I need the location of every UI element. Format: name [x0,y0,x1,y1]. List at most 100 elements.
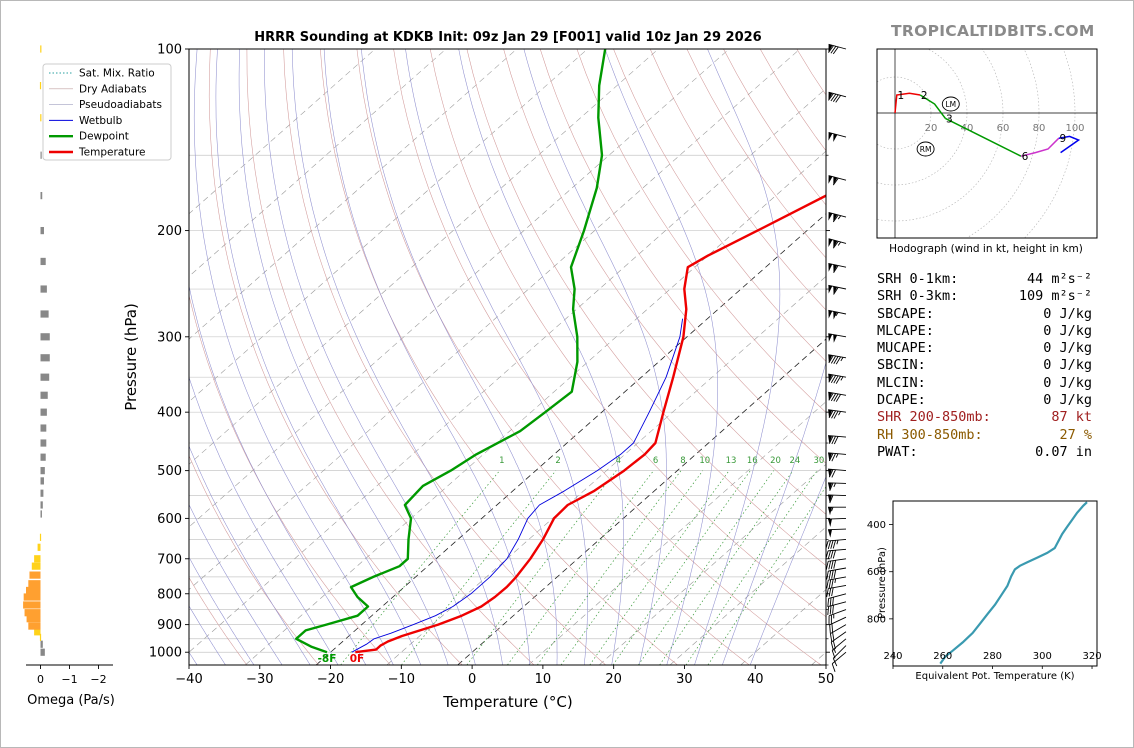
stat-row: SBCIN: 0 J/kg [877,357,1092,374]
mixing-ratio-label: 6 [653,456,658,466]
omega-bar [39,633,42,641]
moist-adiabat [458,49,624,665]
wind-barb [832,645,847,667]
mixing-ratio-label: 20 [770,456,781,466]
y-tick-label: 600 [157,512,182,527]
moist-adiabat [189,376,339,665]
dry-adiabat [356,49,750,665]
omega-bar [40,257,46,266]
x-tick-label: 50 [818,672,835,687]
y-tick-label: 200 [157,224,182,239]
dry-adiabat [429,49,826,618]
y-tick-label: 500 [157,464,182,479]
wind-barb [829,616,847,634]
omega-bar [34,555,41,563]
mixing-ratio-label: 4 [616,456,621,466]
y-tick-label: 100 [157,43,182,58]
stats-panel: SRH 0-1km: 44 m²s⁻² SRH 0-3km: 109 m²s⁻² SBC… [877,271,1092,461]
wind-barb [827,593,847,608]
legend-label: Sat. Mix. Ratio [79,68,155,80]
wind-barb [827,601,847,616]
wind-barb [828,373,847,384]
mixing-ratio-line [589,470,730,665]
wind-barb [826,567,847,580]
stat-value: 0 J/kg [1043,305,1092,322]
x-tick-label: −40 [175,672,202,687]
wind-barb [827,528,847,538]
hodograph-ring-label: 80 [1033,123,1046,134]
mixing-ratio-label: 10 [699,456,710,466]
omega-bar [40,648,45,656]
theta-e-y-tick-label: 800 [867,614,886,625]
moist-adiabat [694,49,781,665]
omega-bar [40,226,44,235]
hodograph-trace [894,92,921,114]
omega-bar [40,391,48,399]
dry-adiabat [393,49,822,665]
stat-label: SHR 200-850mb: [877,409,991,426]
omega-tick-label: −1 [61,673,77,686]
wind-barb [827,494,847,504]
omega-bar [40,285,47,293]
y-axis-label: Pressure (hPa) [122,303,140,411]
wind-barb [828,132,847,142]
moist-adiabat [189,284,367,665]
isotherm [528,401,826,665]
legend-label: Dewpoint [79,131,129,143]
omega-bar [40,510,42,518]
wetbulb-line [351,318,684,653]
stat-value: 44 m²s⁻² [1026,271,1092,287]
legend: Sat. Mix. Ratio Dry Adiabats Pseudoadiabat… [42,63,172,161]
moist-adiabat [604,49,718,665]
omega-bar [40,373,50,381]
moist-adiabat [405,49,588,665]
stat-value: 109 m²s⁻² [1018,288,1092,305]
wind-barb [828,91,847,103]
omega-bar [40,310,49,318]
stat-label: SRH 0-1km: [877,271,959,287]
wind-barb [828,284,847,295]
omega-bar [24,609,41,617]
omega-bar [26,586,41,595]
isotherm [189,49,659,465]
isotherm [386,276,826,665]
mixing-ratio-label: 36 [833,456,844,466]
hodograph-ring-label: 20 [925,123,938,134]
omega-bar [40,333,50,341]
mixing-ratio-label: 8 [680,456,685,466]
isotherm [189,49,588,403]
wind-barb [828,309,847,320]
wind-barb [831,651,847,672]
omega-bar [39,82,42,90]
isotherm [189,49,517,340]
mixing-ratio-label: 1 [499,456,504,466]
mixing-ratio-label: 16 [747,456,758,466]
wind-barb [827,517,847,527]
chart-title: HRRR Sounding at KDKB Init: 09z Jan 29 [… [254,30,761,45]
omega-bar [40,114,42,122]
stat-label: SRH 0-3km: [877,288,959,305]
omega-tick-label: −2 [90,673,106,686]
omega-bar [34,628,41,636]
x-axis-label: Temperature (°C) [442,693,572,711]
omega-bar [29,571,41,579]
theta-e-x-tick-label: 260 [933,651,952,662]
moist-adiabat [722,361,826,665]
dry-adiabat [189,455,319,665]
theta-e-x-tick-label: 320 [1082,651,1101,662]
wind-barb [826,576,847,589]
omega-bar [40,192,43,200]
wind-barb [828,609,847,625]
stat-value: 87 kt [1051,409,1092,426]
theta-e-y-label: Pressure (hPa) [877,547,888,619]
moist-adiabat [193,49,394,665]
wind-barb [828,238,847,249]
moist-adiabat [189,445,311,665]
dry-adiabat [246,49,535,665]
theta-e-line [939,501,1088,665]
hodograph-ring-label: 60 [997,123,1010,134]
wind-barb [825,538,847,550]
isotherm [189,49,447,277]
omega-bar [40,489,44,497]
